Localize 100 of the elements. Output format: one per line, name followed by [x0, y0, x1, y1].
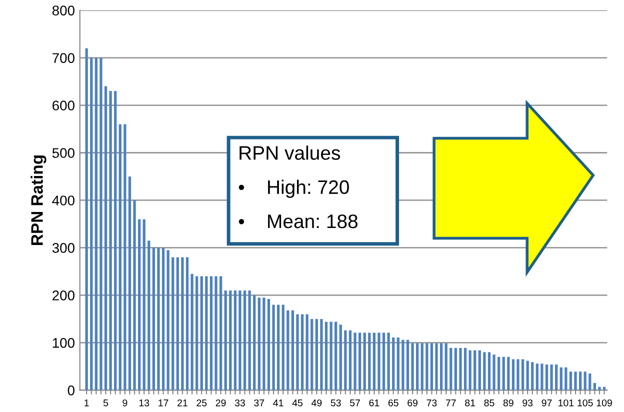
x-tick-label: 85 — [484, 399, 494, 406]
bar — [320, 318, 323, 390]
x-tick-label: 57 — [350, 400, 360, 406]
bar — [234, 290, 236, 390]
bar — [416, 343, 419, 390]
bar — [474, 350, 476, 390]
x-tick-label: 41 — [273, 400, 284, 406]
bar — [378, 332, 380, 390]
bar — [396, 337, 400, 390]
y-tick-label: 700 — [52, 53, 74, 63]
bar — [540, 364, 544, 390]
x-tick-label: 101 — [558, 399, 574, 406]
x-tick-label: 65 — [388, 399, 398, 406]
bar — [253, 295, 256, 390]
bar — [372, 332, 376, 390]
bar — [238, 290, 242, 390]
bar — [229, 290, 232, 390]
bar — [205, 276, 208, 390]
bar — [124, 124, 126, 390]
bar — [148, 240, 150, 390]
bar — [330, 322, 332, 390]
bar — [90, 58, 93, 390]
bar — [555, 364, 558, 390]
y-tick-label: 600 — [52, 100, 74, 110]
bar — [176, 257, 179, 390]
bar — [459, 348, 462, 390]
bar — [444, 343, 448, 390]
y-axis-title: RPN Rating — [30, 156, 46, 245]
bar — [190, 274, 194, 390]
annotation: • Mean: 188 — [238, 214, 358, 228]
bar — [420, 343, 424, 390]
bar — [392, 337, 395, 390]
x-tick-label: 81 — [465, 399, 475, 406]
x-tick-label: 45 — [292, 400, 302, 406]
x-tick-label: 37 — [254, 399, 264, 406]
bar — [440, 343, 443, 390]
bar — [560, 367, 562, 390]
bar — [574, 372, 577, 390]
bar — [315, 318, 318, 390]
bar — [300, 314, 304, 390]
bar — [507, 356, 510, 390]
x-tick-label: 5 — [103, 400, 108, 406]
bar — [267, 298, 270, 390]
x-tick-label: 61 — [369, 399, 380, 406]
bar — [282, 304, 284, 390]
bar — [85, 48, 88, 390]
bar — [550, 364, 553, 390]
bar — [166, 250, 170, 390]
bar — [296, 314, 299, 390]
bar — [354, 332, 356, 390]
bar — [224, 290, 227, 390]
bar — [219, 276, 222, 390]
bar — [468, 350, 472, 390]
bar — [382, 332, 386, 390]
bar — [387, 332, 390, 390]
bar — [114, 91, 117, 390]
x-tick-label: 9 — [122, 399, 128, 406]
bar — [142, 219, 146, 390]
x-tick-label: 53 — [330, 399, 341, 406]
bar — [243, 290, 246, 390]
bar — [536, 364, 538, 390]
bar — [181, 257, 184, 390]
x-tick-label: 69 — [408, 399, 418, 406]
x-tick-label: 109 — [596, 399, 612, 406]
bar — [286, 310, 290, 390]
y-tick-label: 200 — [52, 290, 74, 300]
x-tick-label: 73 — [426, 399, 437, 406]
bar — [172, 257, 174, 390]
bar — [348, 330, 352, 390]
bar — [512, 359, 515, 390]
annotation: • High: 720 — [238, 180, 349, 198]
x-tick-label: 29 — [216, 399, 226, 406]
x-tick-label: 77 — [446, 400, 456, 406]
bar — [138, 219, 141, 390]
bar — [564, 367, 568, 390]
bar — [426, 343, 428, 390]
bar — [133, 200, 136, 390]
bar — [531, 362, 534, 390]
bar — [324, 322, 328, 390]
bar — [411, 343, 414, 390]
bar — [262, 298, 266, 390]
x-tick-label: 93 — [522, 399, 533, 406]
y-tick-label: 400 — [52, 196, 74, 206]
y-tick-label: 300 — [52, 243, 74, 253]
bar — [588, 374, 592, 390]
bar — [593, 383, 596, 390]
bar — [344, 330, 347, 390]
bar — [100, 58, 102, 390]
bar — [104, 86, 108, 390]
bar — [492, 354, 496, 390]
bar — [450, 348, 452, 390]
annotation: RPN values — [240, 146, 340, 160]
bar — [339, 324, 342, 390]
bar — [406, 340, 410, 390]
bar — [157, 248, 160, 390]
x-tick-label: 33 — [234, 399, 245, 406]
bar — [196, 276, 198, 390]
y-tick-label: 800 — [52, 6, 74, 16]
bar — [368, 332, 371, 390]
bar — [521, 359, 524, 390]
